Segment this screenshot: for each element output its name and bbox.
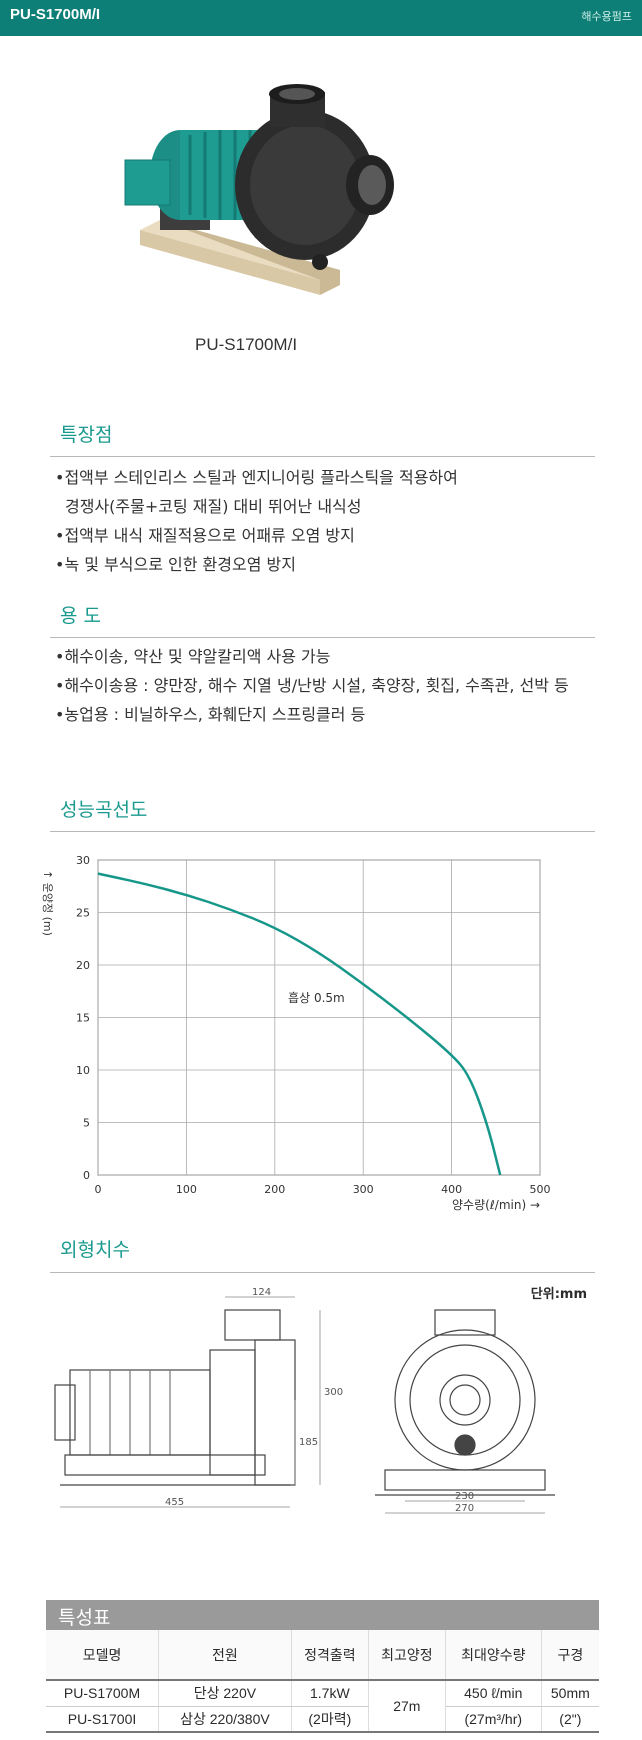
header-cell: 정격출력	[291, 1630, 369, 1681]
y-tick-label: 5	[83, 1117, 90, 1130]
table-header-row: 모델명 전원 정격출력 최고양정 최대양수량 구경	[46, 1630, 599, 1681]
dim-base-inner-label: 230	[455, 1491, 474, 1502]
pump-product-image	[124, 84, 394, 295]
bore-note-cell: (2")	[541, 1706, 599, 1733]
dim-shaft-label: 185	[299, 1437, 318, 1448]
x-tick-label: 100	[176, 1183, 197, 1196]
power-cell: 단상 220V	[158, 1680, 292, 1707]
performance-chart: 0 100 200 300 400 500 0 5 10 15 20 25 30 흡상 0.5m 양수…	[41, 854, 551, 1212]
header-cell: 최고양정	[368, 1630, 446, 1681]
uses-list: •해수이송, 약산 및 약알칼리액 사용 가능 •해수이송용 : 양만장, 해수…	[55, 642, 569, 729]
feature-item: •접액부 내식 재질적용으로 어패류 오염 방지	[55, 526, 355, 545]
performance-rule	[50, 831, 595, 832]
chart-annotation: 흡상 0.5m	[288, 991, 345, 1005]
dim-base-outer-label: 270	[455, 1503, 474, 1514]
y-tick-label: 15	[76, 1012, 90, 1025]
feature-item: •녹 및 부식으로 인한 환경오염 방지	[55, 555, 296, 574]
y-tick-label: 0	[83, 1169, 90, 1182]
use-item: •해수이송용 : 양만장, 해수 지열 냉/난방 시설, 축양장, 횟집, 수족…	[55, 676, 569, 695]
x-tick-labels: 0 100 200 300 400 500	[95, 1183, 551, 1196]
x-tick-label: 500	[530, 1183, 551, 1196]
output-cell: 1.7kW	[291, 1680, 369, 1707]
product-caption: PU-S1700M/I	[195, 335, 298, 354]
spec-table: 모델명 전원 정격출력 최고양정 최대양수량 구경 PU-S1700M 단상 2…	[46, 1630, 599, 1733]
series-line	[97, 872, 502, 1176]
y-tick-labels: 0 5 10 15 20 25 30	[76, 854, 90, 1182]
x-tick-label: 300	[353, 1183, 374, 1196]
dimensions-rule	[50, 1272, 595, 1273]
features-rule	[50, 456, 595, 457]
features-list: •접액부 스테인리스 스틸과 엔지니어링 플라스틱을 적용하여 경쟁사(주물+코…	[55, 463, 458, 579]
header-cell: 전원	[158, 1630, 292, 1681]
uses-rule	[50, 637, 595, 638]
use-item: •해수이송, 약산 및 약알칼리액 사용 가능	[55, 647, 331, 666]
header-model: PU-S1700M/I	[10, 6, 101, 23]
x-tick-label: 0	[95, 1183, 102, 1196]
y-axis-label: ↑ 운양정 (m)	[41, 870, 54, 936]
x-tick-label: 400	[441, 1183, 462, 1196]
power-cell: 삼상 220/380V	[158, 1706, 292, 1733]
dim-top-label: 124	[252, 1287, 271, 1298]
feature-item: •접액부 스테인리스 스틸과 엔지니어링 플라스틱을 적용하여	[55, 468, 458, 487]
y-tick-label: 25	[76, 907, 90, 920]
header-bar: PU-S1700M/I 해수용펌프	[0, 0, 642, 36]
features-title: 특장점	[60, 424, 113, 446]
x-axis-label: 양수량(ℓ/min) →	[452, 1198, 540, 1212]
chart-grid	[97, 859, 541, 1176]
uses-title: 용 도	[60, 605, 101, 627]
output-note-cell: (2마력)	[291, 1706, 369, 1733]
y-tick-label: 10	[76, 1064, 90, 1077]
flow-cell: 450 ℓ/min	[445, 1680, 542, 1707]
use-item: •농업용 : 비닐하우스, 화훼단지 스프링클러 등	[55, 705, 366, 724]
spec-table-section: 특성표 모델명 전원 정격출력 최고양정 최대양수량 구경 PU-S1700M …	[46, 1600, 599, 1733]
header-cell: 모델명	[46, 1630, 160, 1681]
feature-item: 경쟁사(주물+코팅 재질) 대비 뛰어난 내식성	[65, 497, 362, 516]
header-cell: 최대양수량	[445, 1630, 542, 1681]
header-cell: 구경	[541, 1630, 599, 1681]
model-cell: PU-S1700I	[46, 1706, 160, 1733]
dimensions-title: 외형치수	[60, 1239, 130, 1261]
table-row: PU-S1700M 단상 220V 1.7kW 27m 450 ℓ/min 50…	[46, 1680, 599, 1733]
dimension-drawing: 124 300 185 455 230 270	[54, 1287, 555, 1514]
dimensions-unit: 단위:mm	[530, 1287, 587, 1302]
dim-length-label: 455	[165, 1497, 184, 1508]
y-tick-label: 20	[76, 959, 90, 972]
x-tick-label: 200	[264, 1183, 285, 1196]
head-cell: 27m	[368, 1680, 446, 1733]
bore-cell: 50mm	[541, 1680, 599, 1707]
y-tick-label: 30	[76, 854, 90, 867]
model-cell: PU-S1700M	[46, 1680, 160, 1707]
spec-title: 특성표	[46, 1600, 599, 1630]
performance-title: 성능곡선도	[60, 799, 148, 821]
dim-height-label: 300	[324, 1387, 343, 1398]
flow-note-cell: (27m³/hr)	[445, 1706, 542, 1733]
header-category: 해수용펌프	[581, 10, 632, 23]
table-row: PU-S1700I 삼상 220/380V (2마력) (27m³/hr) (2…	[46, 1706, 599, 1733]
